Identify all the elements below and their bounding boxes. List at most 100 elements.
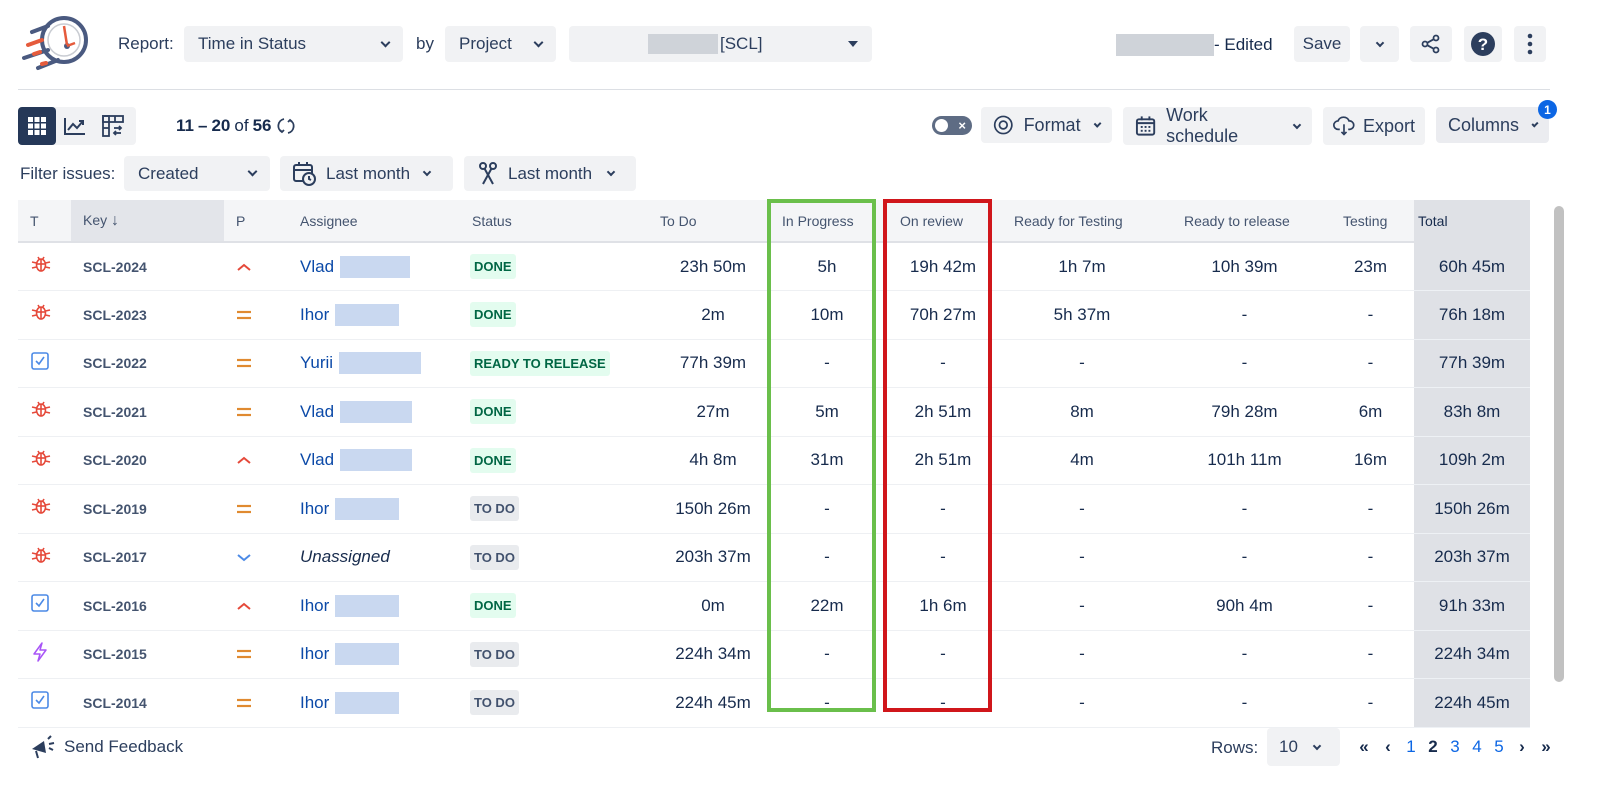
table-row[interactable]: SCL-2019 Ihor TO DO 150h 26m - - - - -150h 26m [18,484,1530,534]
prev-page-icon[interactable]: ‹ [1385,737,1391,756]
assignee-cell[interactable]: Vlad [288,387,460,437]
assignee-cell[interactable]: Ihor [288,484,460,534]
group-by-select[interactable]: Project [445,26,556,62]
col-header-type[interactable]: T [18,200,71,243]
vertical-scrollbar[interactable] [1554,206,1564,682]
col-header-status[interactable]: Status [460,200,610,243]
project-select[interactable]: [SCL] [569,26,872,62]
table-row[interactable]: SCL-2024 Vlad DONE 23h 50m 5h 19h 42m 1h 7m 10h… [18,242,1530,291]
assignee-link[interactable]: Ihor [300,643,460,666]
export-button[interactable]: Export [1323,107,1425,145]
issue-key-cell[interactable]: SCL-2021 [71,387,224,437]
assignee-cell[interactable]: Unassigned [288,533,460,582]
assignee-link[interactable]: Ihor [300,691,460,714]
col-header-testing[interactable]: Testing [1327,200,1414,243]
page-3[interactable]: 3 [1450,737,1460,756]
page-4[interactable]: 4 [1472,737,1482,756]
issue-key-cell[interactable]: SCL-2015 [71,630,224,679]
table-row[interactable]: SCL-2023 Ihor DONE 2m 10m 70h 27m 5h 37m - -76h … [18,290,1530,340]
priority-cell [224,484,288,534]
table-row[interactable]: SCL-2014 Ihor TO DO 224h 45m - - - - -224h 45m [18,678,1530,728]
issue-key-cell[interactable]: SCL-2023 [71,290,224,340]
assignee-link[interactable]: Vlad [300,400,460,423]
pivot-view-button[interactable] [94,107,132,145]
issue-key-link[interactable]: SCL-2017 [83,549,147,566]
more-options-button[interactable] [1514,26,1546,62]
issue-key-cell[interactable]: SCL-2019 [71,484,224,534]
col-header-ready-for-testing[interactable]: Ready for Testing [1002,200,1162,243]
save-options-button[interactable] [1360,26,1399,62]
assignee-cell[interactable]: Ihor [288,678,460,728]
assignee-link[interactable]: Ihor [300,497,460,520]
table-row[interactable]: SCL-2021 Vlad DONE 27m 5m 2h 51m 8m 79h 28m 6m 83… [18,387,1530,437]
in-progress-time-cell: - [770,678,884,728]
assignee-link[interactable]: Ihor [300,303,460,326]
assignee-link[interactable]: Ihor [300,594,460,617]
rows-per-page-select[interactable]: 10 [1267,728,1340,766]
send-feedback-link[interactable]: Send Feedback [30,735,183,759]
time-in-status-table: T Key ↓ P Assignee Status To Do In Progr… [18,200,1530,728]
date-range-filter-2[interactable]: Last month [464,156,636,191]
issue-key-link[interactable]: SCL-2014 [83,694,147,711]
issue-key-link[interactable]: SCL-2024 [83,258,147,275]
col-header-assignee[interactable]: Assignee [288,200,460,243]
chevron-down-icon [422,167,432,177]
table-row[interactable]: SCL-2015 Ihor TO DO 224h 34m - - - - -224h 34m [18,630,1530,679]
assignee-link[interactable]: Vlad [300,255,460,278]
last-page-icon[interactable]: » [1541,737,1551,756]
table-row[interactable]: SCL-2016 Ihor DONE 0m 22m 1h 6m -90h 4m -91h 33… [18,581,1530,631]
assignee-cell[interactable]: Ihor [288,581,460,631]
issue-key-link[interactable]: SCL-2016 [83,597,147,614]
issue-key-cell[interactable]: SCL-2024 [71,242,224,291]
page-1[interactable]: 1 [1406,737,1416,756]
next-page-icon[interactable]: › [1519,737,1525,756]
page-2[interactable]: 2 [1428,737,1438,756]
assignee-cell[interactable]: Ihor [288,290,460,340]
grid-view-button[interactable] [18,107,56,145]
table-row[interactable]: SCL-2017 Unassigned TO DO 203h 37m - - - - -203h… [18,533,1530,582]
col-header-todo[interactable]: To Do [610,200,770,243]
priority-high-icon [236,257,252,276]
col-header-key[interactable]: Key ↓ [71,200,224,243]
assignee-link[interactable]: Vlad [300,449,460,472]
col-header-on-review[interactable]: On review [884,200,1002,243]
refresh-icon[interactable] [277,117,295,135]
assignee-cell[interactable]: Vlad [288,242,460,291]
issue-key-link[interactable]: SCL-2019 [83,500,147,517]
share-button[interactable] [1410,26,1452,62]
help-button[interactable]: ? [1464,26,1502,62]
format-button[interactable]: Format [981,107,1112,143]
save-button[interactable]: Save [1294,26,1350,62]
todo-time-cell: 150h 26m [610,484,770,534]
issue-key-cell[interactable]: SCL-2020 [71,436,224,485]
col-header-ready-to-release[interactable]: Ready to release [1162,200,1327,243]
issue-key-link[interactable]: SCL-2015 [83,646,147,663]
page-5[interactable]: 5 [1494,737,1504,756]
issue-key-link[interactable]: SCL-2020 [83,452,147,469]
report-select[interactable]: Time in Status [184,26,403,62]
date-range-filter-1[interactable]: Last month [280,156,453,191]
issue-key-link[interactable]: SCL-2022 [83,355,147,372]
issue-key-cell[interactable]: SCL-2022 [71,339,224,388]
chart-view-button[interactable] [56,107,94,145]
issue-key-cell[interactable]: SCL-2017 [71,533,224,582]
first-page-icon[interactable]: « [1359,737,1369,756]
toggle-switch[interactable]: × [932,116,972,135]
assignee-link[interactable]: Unassigned [300,547,460,567]
assignee-cell[interactable]: Vlad [288,436,460,485]
col-header-total[interactable]: Total [1414,200,1530,243]
table-row[interactable]: SCL-2022 Yurii READY TO RELEASE 77h 39m - - - -… [18,339,1530,388]
filter-field-select[interactable]: Created [124,156,270,191]
columns-button[interactable]: Columns [1436,107,1549,143]
table-row[interactable]: SCL-2020 Vlad DONE 4h 8m 31m 2h 51m 4m 101h 11m… [18,436,1530,485]
issue-key-cell[interactable]: SCL-2014 [71,678,224,728]
assignee-cell[interactable]: Yurii [288,339,460,388]
issue-key-link[interactable]: SCL-2021 [83,403,147,420]
assignee-cell[interactable]: Ihor [288,630,460,679]
issue-key-link[interactable]: SCL-2023 [83,306,147,323]
col-header-priority[interactable]: P [224,200,288,243]
work-schedule-button[interactable]: Work schedule [1123,105,1312,146]
assignee-link[interactable]: Yurii [300,352,460,375]
col-header-in-progress[interactable]: In Progress [770,200,884,243]
issue-key-cell[interactable]: SCL-2016 [71,581,224,631]
